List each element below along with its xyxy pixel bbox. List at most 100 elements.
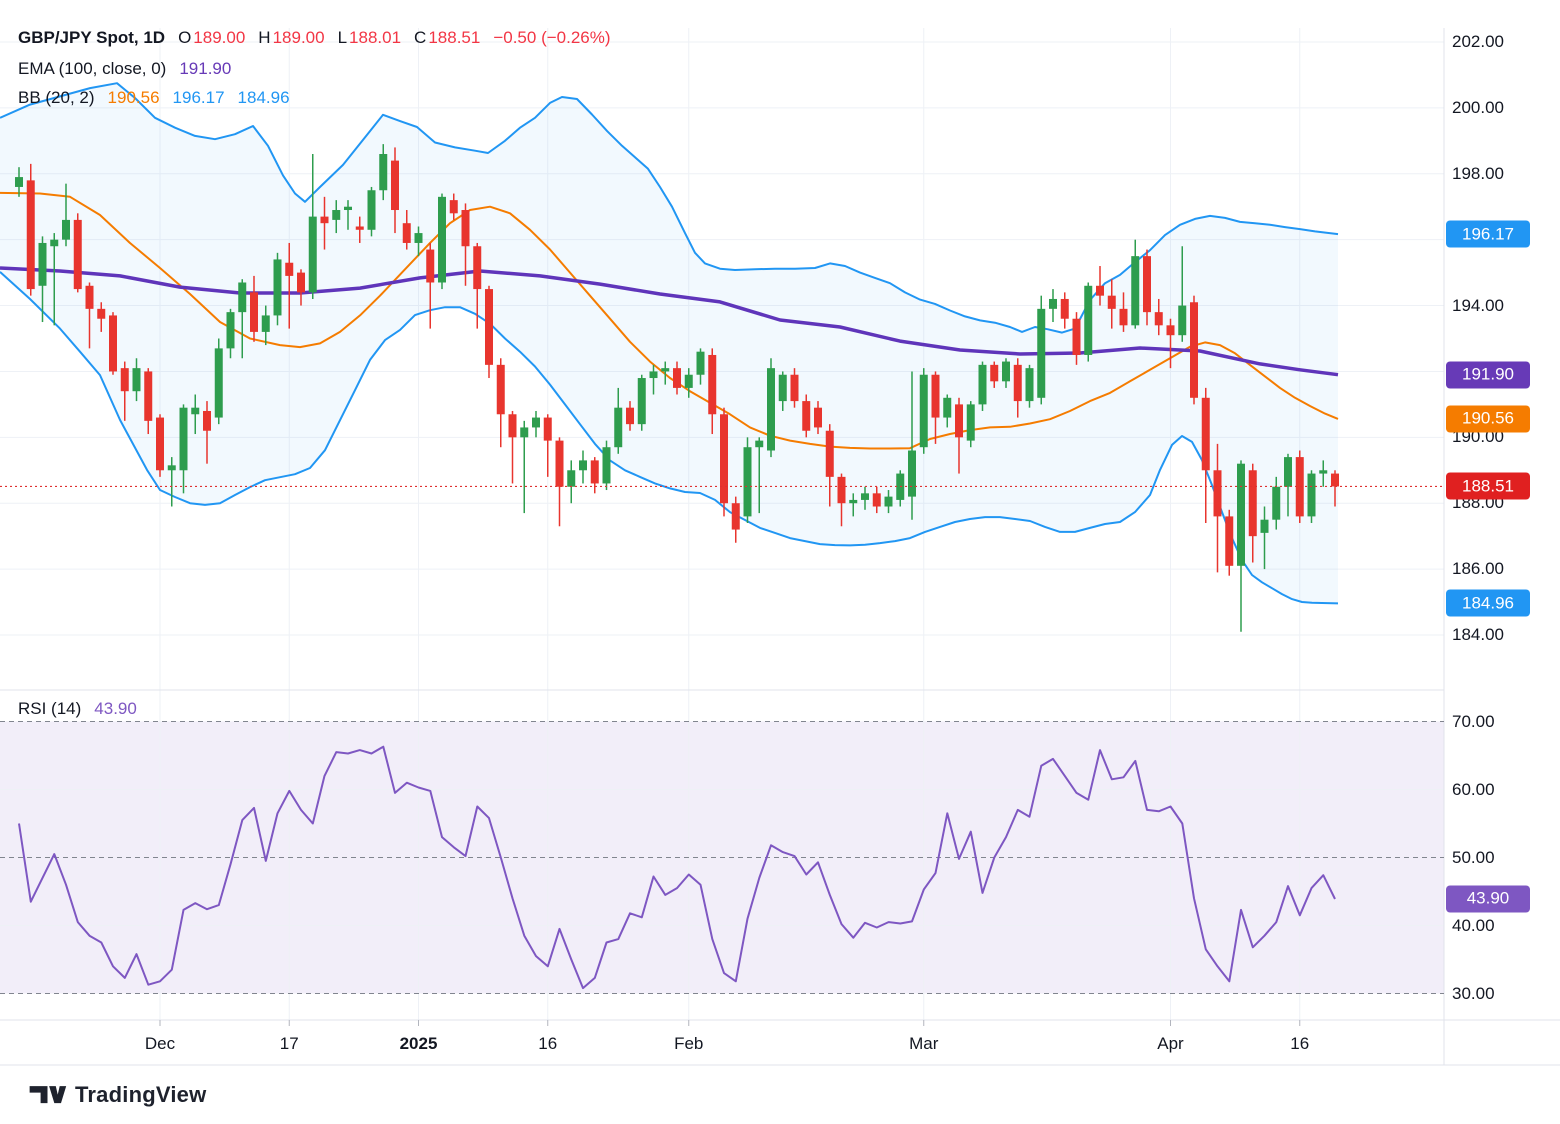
candle-body — [555, 440, 564, 487]
candle-body — [191, 407, 200, 415]
bb-basis-value: 190.56 — [107, 88, 160, 107]
time-tick-marks — [159, 1020, 1301, 1026]
rsi-line — [18, 745, 1336, 990]
candle-body — [426, 249, 435, 283]
candle-body — [778, 374, 787, 402]
price-tick-label: 202.00 — [1452, 32, 1504, 51]
candle-body — [884, 496, 893, 507]
candle-body — [391, 160, 399, 211]
candle-body — [1213, 470, 1222, 517]
candle-body — [966, 404, 975, 441]
candle-body — [1107, 295, 1116, 309]
candle-body — [261, 315, 270, 332]
candle-body — [837, 476, 846, 504]
candle-body — [15, 177, 23, 187]
price-tick-label: 186.00 — [1452, 559, 1504, 579]
candle-body — [144, 371, 153, 421]
candle-body — [1049, 298, 1057, 309]
price-tick-label: 198.00 — [1452, 163, 1504, 183]
candle-body — [1060, 298, 1069, 319]
candle-body — [226, 312, 235, 349]
candle-body — [485, 289, 493, 365]
candle-body — [50, 239, 59, 247]
candle-body — [250, 292, 258, 332]
candle-body — [73, 219, 82, 290]
candle-body — [473, 246, 482, 290]
candle-body — [179, 407, 188, 471]
ohlc-open: O 189.00 — [178, 28, 246, 47]
candle-body — [661, 368, 670, 372]
tradingview-logo[interactable]: TradingView — [28, 1082, 206, 1108]
candle-body — [696, 351, 705, 375]
candle-body — [872, 493, 881, 507]
rsi-tick-label: 60.00 — [1452, 779, 1495, 799]
candle-body — [532, 417, 540, 428]
candle-body — [1096, 285, 1104, 296]
time-tick-label: 2025 — [399, 1034, 438, 1053]
candle-body — [1178, 305, 1187, 336]
candle-body — [285, 262, 294, 276]
candle-body — [579, 460, 587, 471]
rsi-value-badge: 43.90 — [1446, 885, 1530, 913]
rsi-tick-label: 30.00 — [1452, 983, 1495, 1003]
price-tick-label: 194.00 — [1452, 295, 1504, 315]
candle-body — [543, 417, 552, 441]
candle-body — [1237, 463, 1245, 566]
candle-body — [1025, 368, 1034, 402]
bb-lower-value: 184.96 — [237, 88, 290, 107]
candle-body — [602, 447, 611, 484]
candle-body — [203, 410, 211, 431]
candle-body — [590, 460, 599, 484]
time-tick-label: Dec — [144, 1034, 176, 1053]
time-tick-label: Apr — [1157, 1034, 1184, 1053]
candle-body — [438, 196, 446, 283]
ohlc-high: H 189.00 — [258, 28, 325, 47]
candle-body — [790, 374, 799, 402]
ohlc-close: C 188.51 — [414, 28, 481, 47]
tradingview-logo-text: TradingView — [75, 1082, 207, 1107]
candle-body — [1084, 285, 1093, 355]
rsi-label: RSI (14) — [18, 699, 82, 718]
grid-lines — [0, 28, 1444, 1020]
ohlc-low: L 188.01 — [337, 28, 402, 47]
candle-body — [308, 216, 317, 293]
candle-body — [849, 499, 858, 504]
price-value-badge: 190.56 — [1446, 405, 1530, 433]
bb-fill-area — [0, 83, 1338, 604]
candle-body — [1131, 256, 1140, 326]
time-tick-label: 16 — [1290, 1034, 1310, 1053]
rsi-tick-label: 70.00 — [1452, 711, 1495, 731]
time-tick-label: Mar — [909, 1034, 939, 1053]
ema-legend[interactable]: EMA (100, close, 0) 191.90 — [18, 59, 231, 79]
candle-body — [626, 407, 634, 425]
candle-body — [1284, 457, 1292, 487]
price-value-badge: 191.90 — [1446, 361, 1530, 389]
candle-body — [1013, 364, 1022, 402]
change-value: −0.50 (−0.26%) — [493, 28, 611, 47]
candle-body — [97, 308, 106, 319]
price-value-badge: 196.17 — [1446, 220, 1530, 248]
candle-body — [1002, 361, 1010, 382]
candle-body — [1260, 519, 1269, 533]
candle-body — [214, 348, 223, 418]
candle-body — [1248, 470, 1257, 537]
candle-body — [461, 210, 470, 247]
candle-body — [449, 200, 458, 214]
candle-body — [684, 374, 693, 388]
time-tick-label: Feb — [674, 1034, 704, 1053]
rsi-value: 43.90 — [94, 699, 137, 718]
bb-legend[interactable]: BB (20, 2) 190.56 196.17 184.96 — [18, 88, 290, 108]
candle-body — [1295, 457, 1304, 517]
candle-body — [238, 282, 247, 313]
candle-body — [156, 417, 164, 471]
candle-body — [1201, 397, 1210, 471]
candle-body — [743, 447, 752, 517]
rsi-tick-label: 40.00 — [1452, 915, 1495, 935]
candle-body — [167, 465, 176, 471]
rsi-legend[interactable]: RSI (14) 43.90 — [18, 699, 137, 719]
candle-body — [825, 430, 834, 477]
candle-body — [943, 397, 952, 418]
main-series-legend[interactable]: GBP/JPY Spot, 1D O 189.00 H 189.00 L 188.01… — [18, 28, 611, 48]
